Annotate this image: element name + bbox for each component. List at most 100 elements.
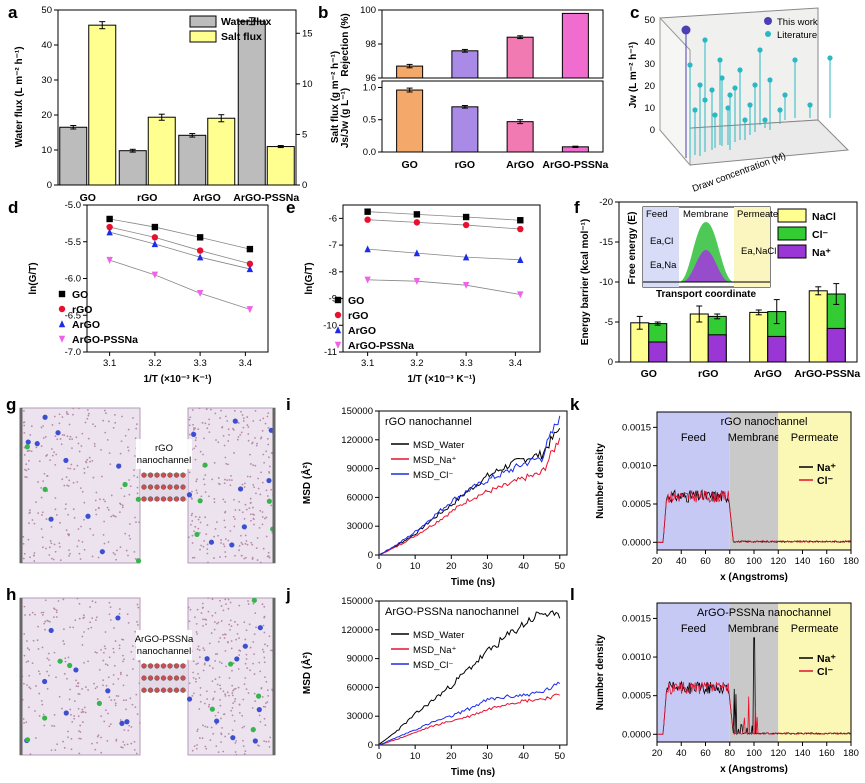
water-molecule — [104, 431, 107, 434]
water-molecule — [27, 660, 30, 663]
e-data-point — [413, 211, 421, 218]
water-molecule — [65, 529, 68, 532]
water-molecule — [196, 648, 199, 651]
water-molecule — [242, 745, 245, 748]
water-molecule — [42, 713, 45, 716]
water-molecule — [207, 597, 209, 600]
graphene-atom — [141, 496, 147, 502]
water-molecule — [207, 561, 209, 564]
water-molecule — [68, 479, 71, 482]
water-molecule — [204, 745, 207, 748]
j-legend-label: MSD_Cl⁻ — [413, 660, 453, 671]
c-literature-point — [747, 102, 753, 108]
water-molecule — [102, 679, 105, 682]
water-molecule — [227, 598, 230, 601]
water-molecule — [238, 509, 241, 511]
water-reservoir — [19, 407, 141, 564]
water-molecule — [28, 522, 30, 525]
graphene-atom — [147, 675, 154, 681]
water-molecule — [202, 453, 204, 456]
water-molecule — [245, 540, 248, 542]
water-molecule — [114, 421, 117, 424]
water-molecule — [214, 412, 217, 415]
d-legend-marker — [58, 290, 66, 298]
snapshot-caption: ArGO-PSSNa — [135, 634, 194, 645]
water-molecule — [90, 626, 93, 629]
k-x-tick-label: 60 — [700, 556, 711, 567]
graphene-atom — [167, 472, 173, 478]
water-molecule — [228, 694, 230, 697]
water-molecule — [58, 542, 61, 545]
water-molecule — [68, 533, 71, 536]
water-molecule — [251, 513, 254, 516]
water-molecule — [38, 460, 41, 463]
water-molecule — [222, 498, 225, 501]
d-data-point — [106, 228, 113, 236]
water-molecule — [226, 479, 229, 482]
water-molecule — [213, 535, 216, 538]
d-fit-line — [109, 226, 251, 265]
water-molecule — [252, 506, 254, 509]
water-molecule — [212, 667, 214, 670]
water-molecule — [46, 475, 48, 477]
water-molecule — [206, 543, 209, 546]
c-literature-point — [725, 105, 731, 111]
water-molecule — [119, 452, 122, 455]
plot-frame-i — [378, 410, 568, 556]
water-molecule — [239, 433, 242, 436]
water-molecule — [262, 705, 265, 708]
water-molecule — [249, 475, 252, 478]
water-molecule — [241, 714, 244, 717]
water-molecule — [86, 417, 89, 420]
d-legend-marker — [58, 335, 66, 343]
water-molecule — [244, 750, 247, 753]
water-molecule — [69, 626, 71, 629]
water-molecule — [121, 506, 124, 509]
water-molecule — [242, 739, 244, 742]
f-bar-na — [648, 341, 668, 363]
water-molecule — [249, 497, 252, 500]
water-molecule — [247, 433, 250, 435]
water-molecule — [53, 451, 55, 454]
water-molecule — [42, 480, 45, 483]
water-molecule — [213, 690, 216, 693]
water-molecule — [119, 671, 122, 674]
j-series-line — [378, 693, 560, 746]
water-molecule — [196, 608, 199, 611]
water-molecule — [55, 453, 58, 456]
water-molecule — [268, 556, 271, 559]
water-molecule — [84, 711, 87, 714]
water-molecule — [75, 685, 78, 688]
water-molecule — [235, 739, 238, 742]
water-molecule — [211, 478, 214, 481]
water-molecule — [62, 598, 65, 601]
water-molecule — [54, 508, 57, 511]
water-molecule — [115, 558, 118, 561]
water-molecule — [188, 433, 191, 436]
water-molecule — [102, 651, 105, 654]
c-literature-point — [827, 55, 833, 61]
d-data-point — [196, 290, 204, 297]
water-molecule — [91, 460, 94, 462]
f-inset-permeate-region — [734, 207, 770, 287]
water-molecule — [81, 721, 84, 723]
water-molecule — [253, 486, 255, 489]
water-molecule — [243, 517, 246, 520]
k-x-tick-label: 40 — [676, 556, 687, 567]
d-fit-line — [109, 259, 251, 310]
water-molecule — [229, 629, 231, 631]
c-literature-point — [709, 87, 715, 93]
water-molecule — [189, 608, 192, 611]
water-molecule — [238, 604, 241, 607]
water-molecule — [216, 683, 219, 686]
water-molecule — [230, 625, 233, 628]
graphene-atom — [147, 472, 154, 478]
b-top-bar — [561, 12, 589, 79]
water-molecule — [245, 658, 248, 660]
na-ion — [42, 414, 48, 420]
water-molecule — [187, 536, 190, 539]
c-literature-point — [687, 62, 693, 68]
water-molecule — [117, 695, 120, 698]
water-molecule — [124, 434, 127, 437]
e-fit-line — [367, 248, 521, 261]
